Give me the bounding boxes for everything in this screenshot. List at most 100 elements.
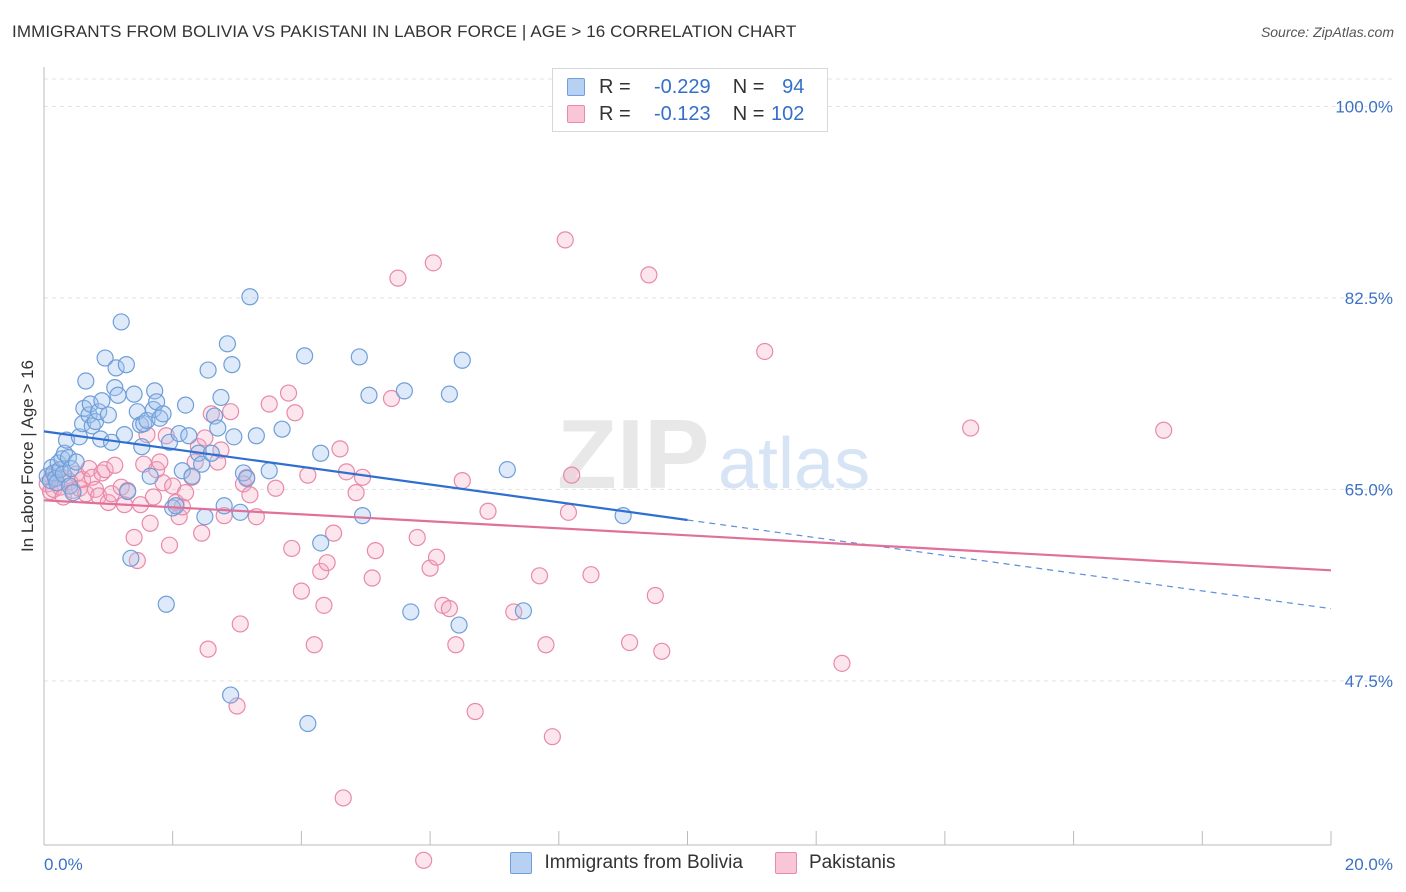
data-point-pakistani <box>646 586 664 605</box>
data-point-pakistani <box>756 342 774 361</box>
data-point-pakistani <box>260 395 278 413</box>
data-point-pakistani <box>389 269 407 287</box>
y-tick-label: 47.5% <box>1345 672 1393 691</box>
data-point-bolivia <box>160 433 179 451</box>
n-value: 102 <box>771 102 805 125</box>
data-point-pakistani <box>292 582 310 600</box>
data-point-bolivia <box>173 462 191 480</box>
data-point-pakistani <box>93 464 111 482</box>
data-point-pakistani <box>331 440 349 458</box>
data-point-pakistani <box>640 266 658 284</box>
data-point-bolivia <box>138 411 156 430</box>
legend-swatch-pakistani <box>567 105 585 123</box>
data-point-bolivia <box>107 359 125 377</box>
data-point-bolivia <box>350 348 368 366</box>
data-point-pakistani <box>144 488 162 506</box>
legend-swatch-pakistani <box>774 852 797 874</box>
data-point-pakistani <box>334 789 352 807</box>
data-point-pakistani <box>283 539 301 558</box>
data-point-pakistani <box>106 456 124 474</box>
n-label: N = <box>732 102 765 125</box>
data-point-bolivia <box>119 482 137 501</box>
data-point-bolivia <box>96 349 114 367</box>
data-point-bolivia <box>395 382 413 400</box>
y-tick-label: 65.0% <box>1345 480 1393 499</box>
data-point-pakistani <box>128 551 146 570</box>
data-point-bolivia <box>218 335 236 353</box>
data-point-pakistani <box>347 484 365 502</box>
data-point-pakistani <box>160 536 179 554</box>
data-point-pakistani <box>427 548 446 566</box>
data-point-pakistani <box>962 419 980 437</box>
data-point-pakistani <box>315 596 333 614</box>
data-point-pakistani <box>479 502 497 520</box>
trendline-bolivia <box>43 430 688 522</box>
data-point-bolivia <box>90 403 108 421</box>
r-label: R = <box>599 75 631 98</box>
data-point-pakistani <box>833 654 851 672</box>
data-point-pakistani <box>279 384 298 402</box>
data-point-pakistani <box>324 524 343 542</box>
n-value: 94 <box>782 75 805 98</box>
data-point-bolivia <box>93 392 111 410</box>
correlation-legend: R = -0.229 N = 94 R = -0.123 N = 102 <box>552 68 828 132</box>
data-point-pakistani <box>582 566 600 584</box>
data-point-pakistani <box>231 615 249 633</box>
x-tick-label-max: 20.0% <box>1345 855 1393 874</box>
data-point-bolivia <box>176 396 195 414</box>
watermark-atlas: atlas <box>718 424 870 504</box>
data-point-pakistani <box>125 528 143 547</box>
source-label: Source: ZipAtlas.com <box>1260 24 1394 40</box>
r-value: -0.123 <box>653 102 711 125</box>
legend-item-pakistani: Pakistanis <box>774 852 896 874</box>
data-point-bolivia <box>193 455 211 473</box>
data-point-bolivia <box>450 616 468 634</box>
data-point-pakistani <box>537 636 555 654</box>
data-point-pakistani <box>447 636 465 654</box>
data-point-bolivia <box>180 427 198 445</box>
data-point-bolivia <box>402 603 420 621</box>
data-point-pakistani <box>421 559 439 577</box>
data-point-pakistani <box>222 403 240 421</box>
data-point-bolivia <box>353 507 372 525</box>
data-point-bolivia <box>498 461 516 479</box>
data-point-bolivia <box>48 474 66 492</box>
data-point-pakistani <box>193 524 211 542</box>
data-point-pakistani <box>543 728 561 746</box>
data-point-pakistani <box>176 484 195 502</box>
data-point-pakistani <box>366 542 385 560</box>
grid-lines <box>44 78 1394 682</box>
x-tick-label-min: 0.0% <box>44 855 83 874</box>
chart-title: IMMIGRANTS FROM BOLIVIA VS PAKISTANI IN … <box>12 22 797 41</box>
data-point-bolivia <box>64 484 82 502</box>
data-point-bolivia <box>223 356 241 374</box>
data-point-pakistani <box>440 600 459 618</box>
series-legend: Immigrants from Bolivia Pakistanis <box>0 852 1406 874</box>
data-point-bolivia <box>514 602 533 620</box>
trend-lines <box>43 430 1332 610</box>
r-label: R = <box>599 102 631 125</box>
data-point-bolivia <box>112 313 130 331</box>
y-axis-label: In Labor Force | Age > 16 <box>18 359 37 553</box>
data-point-bolivia <box>225 428 243 446</box>
tick-labels: 100.0% 82.5% 65.0% 47.5% 0.0% 20.0% <box>44 97 1393 874</box>
watermark-zip: ZIP <box>557 399 709 509</box>
data-point-pakistani <box>382 389 401 408</box>
data-points <box>38 231 1173 869</box>
data-point-bolivia <box>167 497 185 515</box>
data-point-pakistani <box>556 231 574 249</box>
data-point-bolivia <box>199 361 217 379</box>
data-point-pakistani <box>415 851 433 869</box>
data-point-bolivia <box>183 467 201 485</box>
legend-item-bolivia: Immigrants from Bolivia <box>510 852 743 874</box>
r-value: -0.229 <box>653 75 711 98</box>
data-point-pakistani <box>267 479 285 497</box>
data-point-bolivia <box>122 549 140 567</box>
data-point-pakistani <box>466 702 484 721</box>
data-point-pakistani <box>353 468 372 486</box>
data-point-bolivia <box>260 462 278 480</box>
data-point-bolivia <box>453 351 471 369</box>
data-point-bolivia <box>135 415 153 433</box>
data-point-bolivia <box>312 444 330 462</box>
